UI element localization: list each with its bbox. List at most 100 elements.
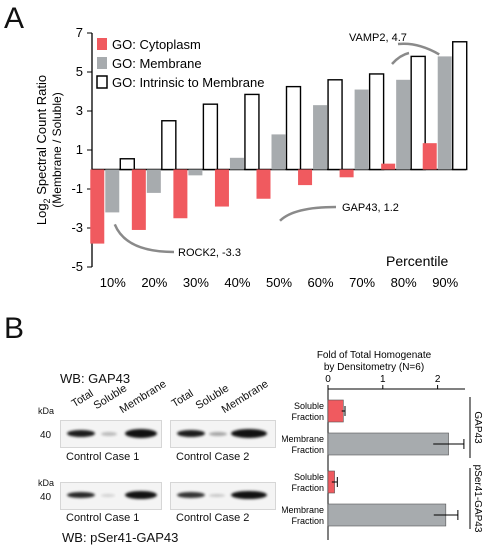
band <box>231 429 267 438</box>
case-label-bottom-2: Control Case 2 <box>176 512 250 524</box>
bar-membrane <box>229 157 244 170</box>
y-tick-label: 5 <box>76 64 83 79</box>
blot-top-case1 <box>60 420 162 448</box>
band <box>101 432 117 436</box>
x-tick-label: 90% <box>432 275 458 290</box>
annotation-arrow <box>113 223 175 254</box>
annotation-rock2: ROCK2, -3.3 <box>178 247 241 259</box>
blot-bottom-case1 <box>60 482 162 510</box>
bar-cytoplasm <box>381 163 396 170</box>
kda-label-top: kDa <box>38 406 55 416</box>
bar-membrane <box>313 105 328 170</box>
x-tick-label: 60% <box>308 275 334 290</box>
bar-label-line2: Fraction <box>291 516 324 526</box>
bar-membrane <box>146 169 161 193</box>
y-tick-label: 1 <box>76 142 83 157</box>
bar-cytoplasm <box>131 169 146 230</box>
x-tick-label: 2 <box>435 374 441 385</box>
band <box>209 432 227 436</box>
panel-b-label: B <box>4 312 25 345</box>
band <box>209 494 225 497</box>
bar-membrane <box>396 79 411 170</box>
chart-b-subtitle: by Densitometry (N=6) <box>324 362 424 373</box>
band <box>177 430 205 437</box>
band <box>125 491 157 499</box>
bar-intrinsic <box>202 103 219 171</box>
bar-label-line2: Fraction <box>291 445 324 455</box>
band <box>125 429 157 438</box>
panel-a-label: A <box>4 2 25 35</box>
legend-label: GO: Intrinsic to Membrane <box>112 75 264 90</box>
legend-swatch <box>97 38 107 50</box>
group-label: GAP43 <box>472 411 482 444</box>
bar-cytoplasm <box>339 169 354 178</box>
bar-membrane <box>354 89 369 170</box>
y-tick-label: -3 <box>71 220 83 235</box>
percentile-bar-chart: 7 5 3 1 -1 -3 -5 Log2 Spectral Count Ratio (Memb… <box>34 25 468 290</box>
bar-membrane <box>327 503 447 527</box>
bar-label: Membrane <box>282 434 324 444</box>
bar-intrinsic <box>285 85 302 171</box>
band <box>177 492 205 498</box>
x-tick-label: 0 <box>325 374 331 385</box>
bar-label-line2: Fraction <box>291 483 324 493</box>
bar-intrinsic <box>119 158 135 171</box>
chart-a-annotations: VAMP2, 4.7 GAP43, 1.2 ROCK2, -3.3 <box>113 32 440 259</box>
x-tick-label: 20% <box>141 275 167 290</box>
annotation-vamp2: VAMP2, 4.7 <box>349 32 407 44</box>
y-tick-label: 7 <box>76 25 83 40</box>
annotation-gap43: GAP43, 1.2 <box>342 202 399 214</box>
bar-cytoplasm <box>214 169 229 207</box>
bar-cytoplasm <box>298 169 313 186</box>
bar-label: Soluble <box>294 472 324 482</box>
band <box>231 491 267 499</box>
x-axis-label: Percentile <box>386 253 448 269</box>
marker-40-top: 40 <box>40 430 52 441</box>
blot-bottom-case2 <box>170 482 276 510</box>
case-label-top-1: Control Case 1 <box>66 451 140 463</box>
band <box>101 494 115 497</box>
lane-label-total-2: Total <box>169 387 196 410</box>
bar-intrinsic <box>244 93 260 171</box>
group-label: pSer41-GAP43 <box>472 465 482 533</box>
bar-label: Membrane <box>282 505 324 515</box>
lane-label-total-1: Total <box>69 387 96 410</box>
bar-intrinsic <box>368 73 385 171</box>
bar-cytoplasm <box>173 169 188 219</box>
bar-intrinsic <box>161 120 177 171</box>
bar-membrane <box>327 432 449 456</box>
y-tick-label: -1 <box>71 181 83 196</box>
lane-label-membrane-2: Membrane <box>219 377 271 416</box>
band <box>67 492 95 498</box>
chart-b-bars <box>327 399 465 527</box>
y-axis-label: Log2 Spectral Count Ratio <box>34 75 52 225</box>
chart-b-title: Fold of Total Homogenate <box>317 350 432 361</box>
x-tick-label: 50% <box>266 275 292 290</box>
kda-label-bottom: kDa <box>38 478 55 488</box>
bar-label: Soluble <box>294 401 324 411</box>
x-tick-label: 40% <box>224 275 250 290</box>
bar-intrinsic <box>410 55 426 171</box>
wb-top-title: WB: GAP43 <box>60 371 131 386</box>
bar-membrane <box>437 56 452 170</box>
annotation-arrow <box>397 42 440 56</box>
x-tick-label: 30% <box>183 275 209 290</box>
legend-label: GO: Membrane <box>112 56 202 71</box>
legend-label: GO: Cytoplasm <box>112 37 201 52</box>
bar-cytoplasm <box>90 169 105 244</box>
bar-membrane <box>188 169 203 176</box>
legend-swatch <box>96 75 108 89</box>
marker-40-bottom: 40 <box>40 492 52 503</box>
bar-membrane <box>271 134 286 170</box>
x-tick-label: 70% <box>349 275 375 290</box>
legend-swatch <box>97 57 107 69</box>
bar-cytoplasm <box>422 143 437 170</box>
y-tick-label: -5 <box>71 259 83 274</box>
bar-intrinsic <box>452 41 468 171</box>
y-axis-label-line2: (Membrane / Soluble) <box>50 92 64 207</box>
case-label-top-2: Control Case 2 <box>176 451 250 463</box>
bar-membrane <box>105 169 120 213</box>
case-label-bottom-1: Control Case 1 <box>66 512 140 524</box>
x-tick-label: 10% <box>100 275 126 290</box>
